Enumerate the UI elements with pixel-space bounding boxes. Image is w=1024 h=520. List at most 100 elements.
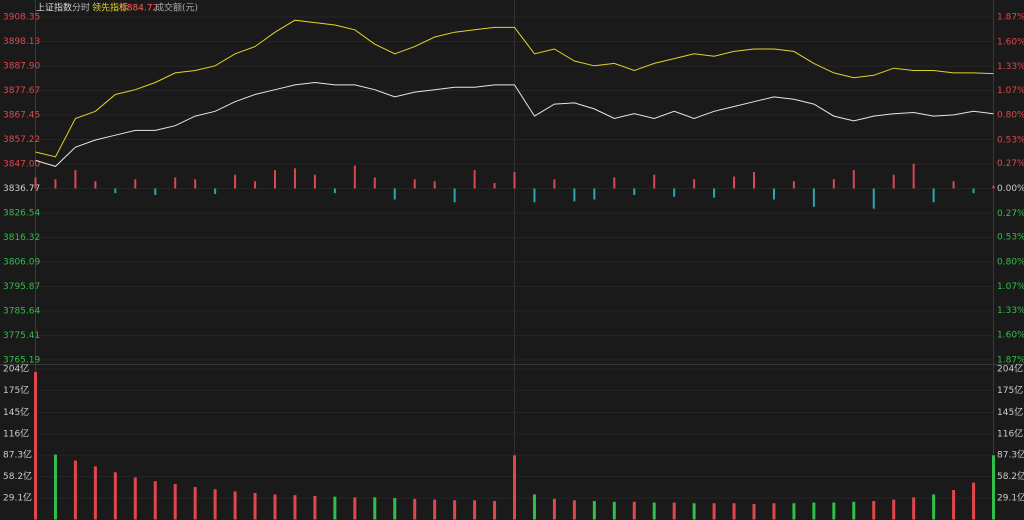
y-tick-label: 3887.90 <box>3 61 40 71</box>
flow-bar <box>254 181 257 189</box>
flow-bar <box>633 188 636 195</box>
volume-bar <box>473 500 477 520</box>
flow-bar <box>892 174 895 189</box>
flow-bar <box>573 188 576 202</box>
y-tick-label: 3795.87 <box>3 282 40 292</box>
volume-bar <box>932 494 936 520</box>
flow-bar <box>154 188 157 195</box>
volume-bar <box>632 501 636 520</box>
y2-tick-label: 1.60% <box>997 37 1024 47</box>
volume-title: 成交额(元) <box>155 2 198 14</box>
y2-tick-label: 1.07% <box>997 282 1024 292</box>
price-line <box>35 19 994 158</box>
flow-bar <box>653 174 656 189</box>
y-tick-label: 3908.35 <box>3 13 40 23</box>
y-tick-label: 3836.77 <box>3 184 40 194</box>
volume-bar <box>293 495 297 520</box>
flow-bar <box>393 188 396 200</box>
y-tick-label: 145亿 <box>3 406 29 418</box>
y-tick-label: 204亿 <box>3 363 29 375</box>
flow-bar <box>433 181 436 189</box>
volume-bar <box>353 497 357 520</box>
y-tick-label: 3898.13 <box>3 37 40 47</box>
volume-bar <box>532 494 536 520</box>
flow-bar <box>453 188 456 203</box>
volume-bar <box>373 497 377 520</box>
flow-bar <box>493 182 496 189</box>
flow-bar <box>54 179 57 189</box>
flow-bar <box>74 170 77 189</box>
flow-bar <box>94 181 97 189</box>
flow-bar <box>313 174 316 189</box>
y-tick-label: 29.1亿 <box>3 492 32 504</box>
flow-bar <box>553 179 556 189</box>
flow-bar <box>812 188 815 207</box>
y-tick-label: 116亿 <box>3 427 29 439</box>
flow-bar <box>234 174 237 189</box>
volume-bar <box>892 499 896 520</box>
y2-tick-label: 0.53% <box>997 135 1024 145</box>
flow-bar <box>533 188 536 203</box>
flow-bar <box>333 188 336 194</box>
y2-tick-label: 0.00% <box>997 184 1024 194</box>
flow-bar <box>214 188 217 195</box>
y-tick-label: 3775.41 <box>3 331 40 341</box>
y-tick-label: 3765.19 <box>3 356 40 366</box>
y-tick-label: 3847.00 <box>3 159 40 169</box>
y2-tick-label: 1.60% <box>997 331 1024 341</box>
volume-bar <box>732 503 736 520</box>
volume-bar <box>712 503 716 520</box>
volume-bar <box>493 501 497 520</box>
y2-tick-label: 116亿 <box>997 427 1023 439</box>
volume-bar <box>233 491 237 520</box>
volume-bar <box>612 501 616 520</box>
y-tick-label: 3867.45 <box>3 110 40 120</box>
flow-bar <box>952 181 955 189</box>
flow-bar <box>932 188 935 203</box>
flow-bar <box>713 188 716 198</box>
price-line <box>35 81 994 167</box>
flow-bar <box>972 188 975 194</box>
flow-bar <box>353 165 356 189</box>
volume-bar <box>34 371 37 520</box>
y-tick-label: 87.3亿 <box>3 449 32 461</box>
volume-bar <box>872 501 876 520</box>
y-tick-label: 58.2亿 <box>3 470 32 482</box>
flow-bar <box>194 179 197 189</box>
y-tick-label: 3785.64 <box>3 307 40 317</box>
volume-bar <box>692 503 696 520</box>
flow-bar <box>174 177 177 189</box>
volume-bar <box>333 496 337 520</box>
chart-title: 上证指数 <box>36 2 72 14</box>
flow-bar <box>852 170 855 189</box>
y2-tick-label: 145亿 <box>997 406 1023 418</box>
flow-bar <box>733 176 736 189</box>
y2-tick-label: 0.53% <box>997 233 1024 243</box>
volume-bar <box>253 492 257 520</box>
y2-tick-label: 1.87% <box>997 13 1024 23</box>
flow-bar <box>792 181 795 189</box>
y2-tick-label: 0.80% <box>997 257 1024 267</box>
flow-bar <box>413 179 416 189</box>
y2-tick-label: 204亿 <box>997 363 1023 375</box>
flow-bar <box>513 171 516 189</box>
y-tick-label: 3826.54 <box>3 209 40 219</box>
volume-bar <box>672 502 676 520</box>
volume-bar <box>93 466 97 520</box>
volume-bar <box>113 472 117 520</box>
volume-bar <box>453 500 457 520</box>
volume-bar <box>433 499 437 520</box>
flow-bar <box>673 188 676 197</box>
y2-tick-label: 1.87% <box>997 356 1024 366</box>
y2-tick-label: 0.27% <box>997 159 1024 169</box>
volume-bar <box>852 501 856 520</box>
y2-tick-label: 1.33% <box>997 62 1024 72</box>
volume-bar <box>652 502 656 520</box>
flow-bar <box>293 168 296 189</box>
volume-bar <box>133 477 137 520</box>
flow-bar <box>772 188 775 200</box>
volume-bar <box>592 501 596 520</box>
volume-bar <box>972 482 976 520</box>
volume-bar <box>832 502 836 520</box>
